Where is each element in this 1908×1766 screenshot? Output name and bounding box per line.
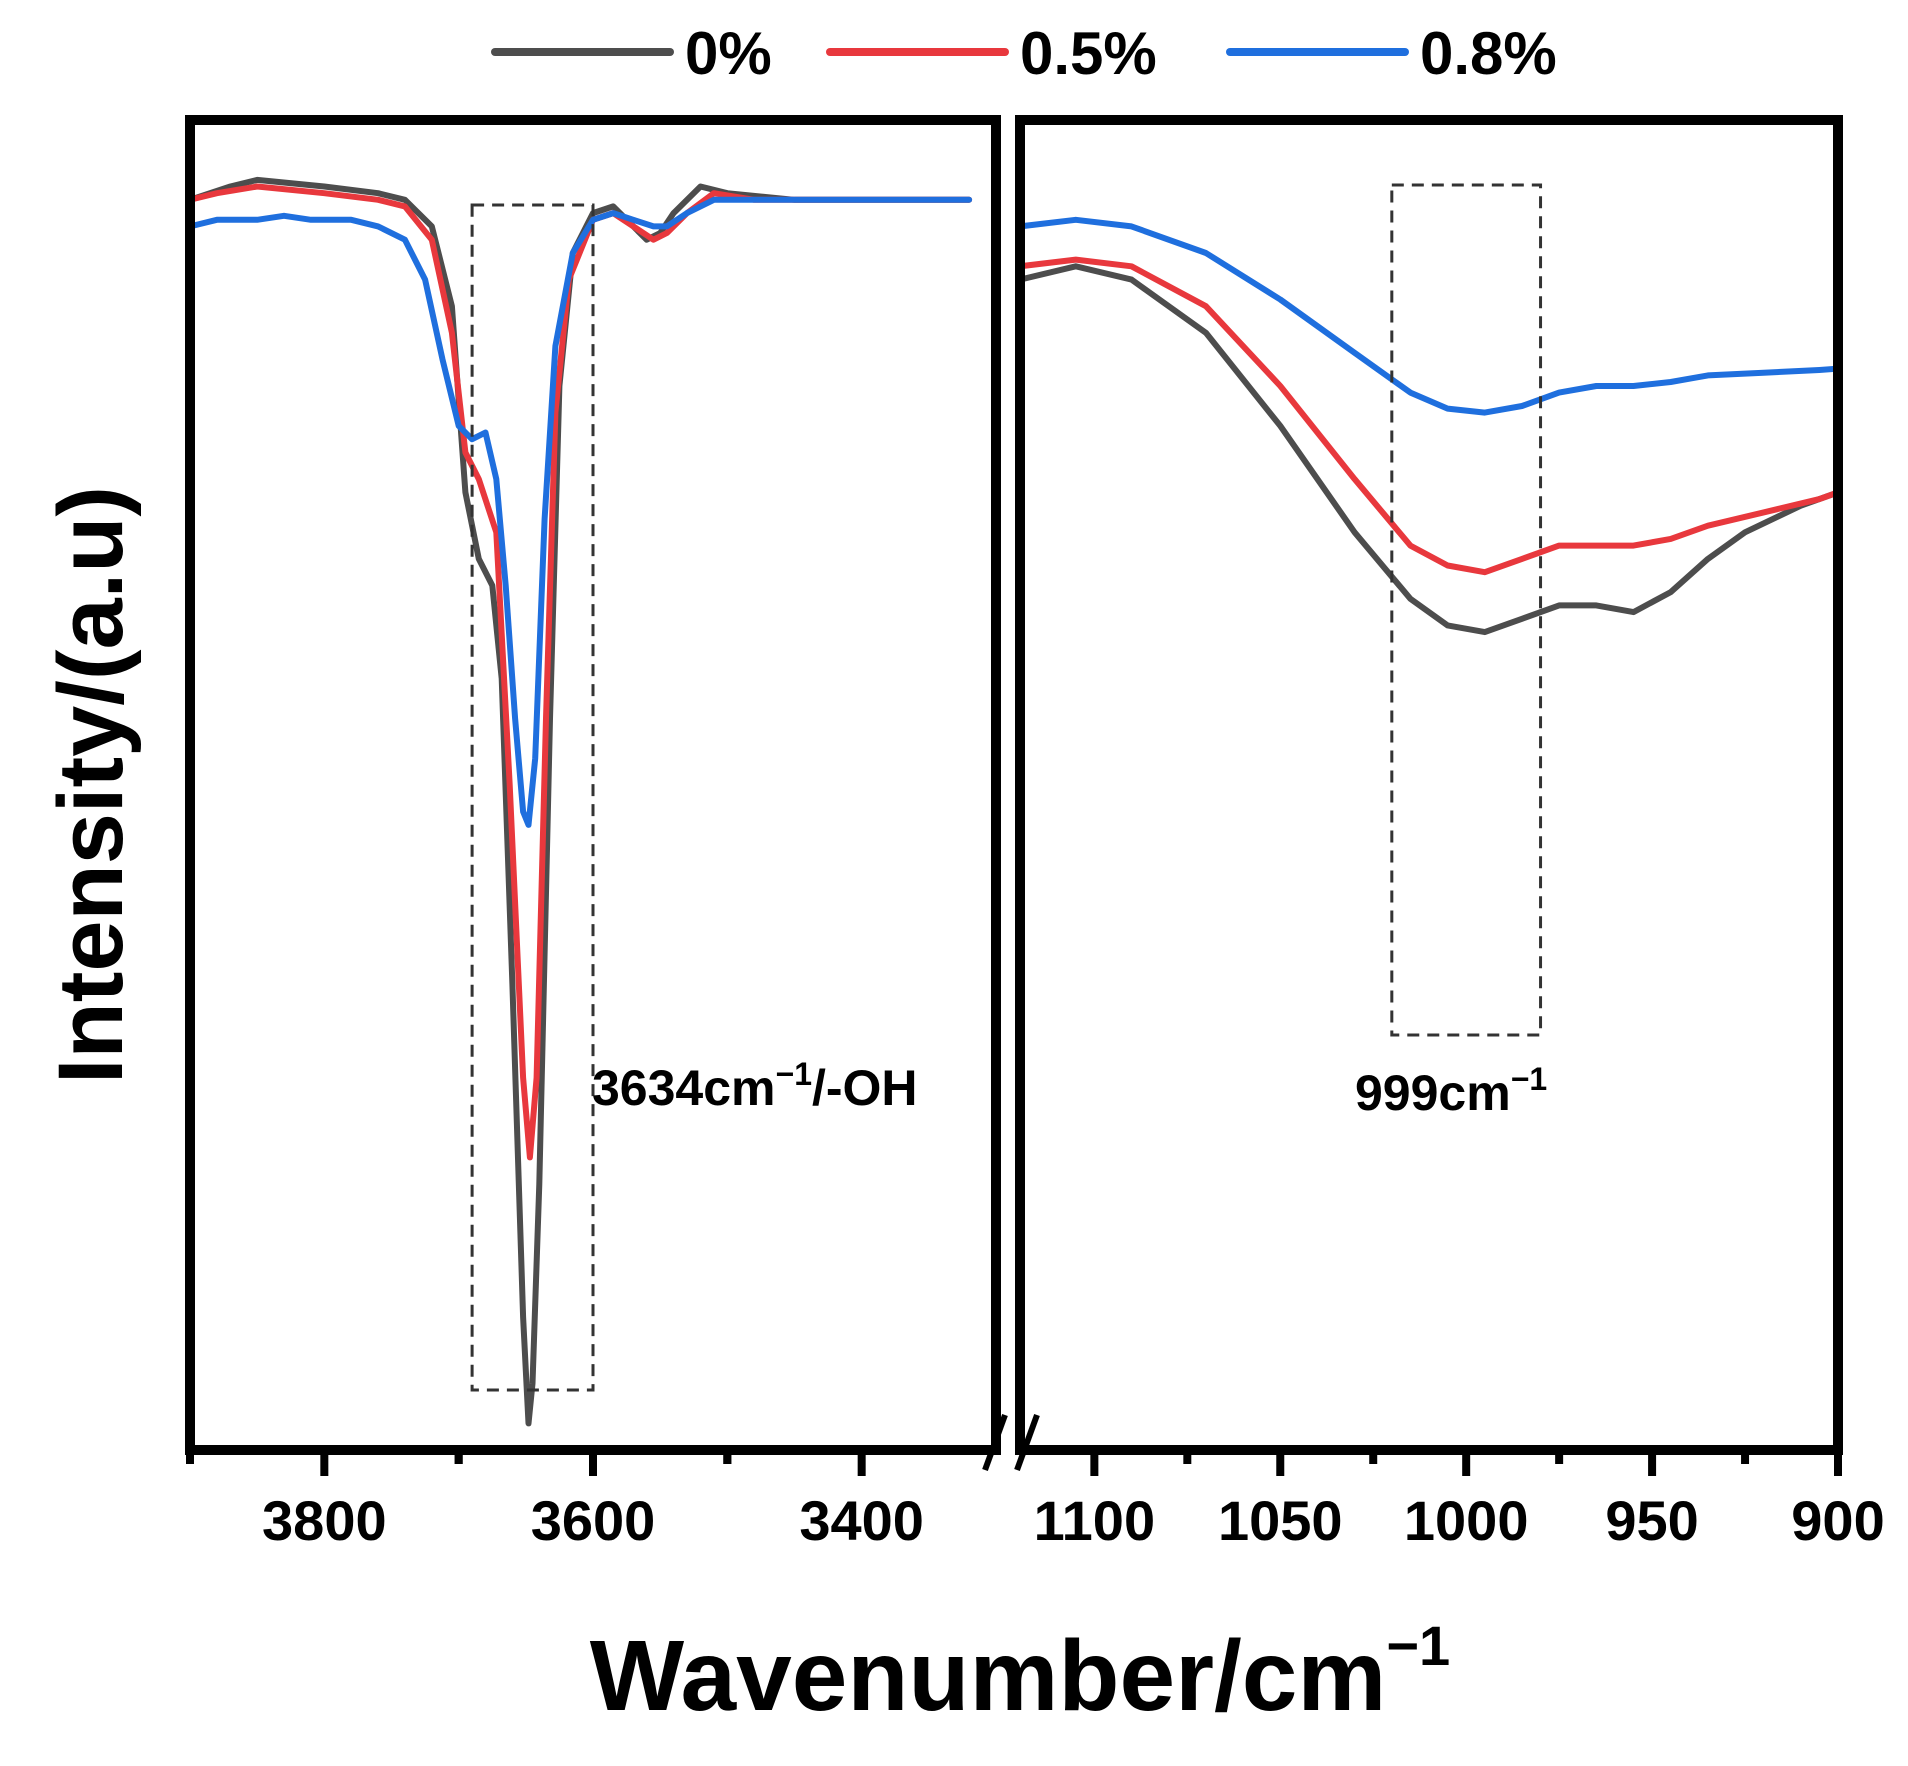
x-axis-title-main: Wavenumber/cm xyxy=(590,1620,1387,1732)
legend: 0% 0.5% 0.8% xyxy=(491,20,1557,87)
x-tick-label: 1100 xyxy=(1034,1489,1156,1552)
legend-label-0p5pct: 0.5% xyxy=(1020,20,1157,87)
axis-break-mark xyxy=(982,1413,1040,1472)
legend-label-0p8pct: 0.8% xyxy=(1420,20,1557,87)
oh-peak-label-suffix: /-OH xyxy=(812,1060,918,1116)
series-0p8pct-left-line xyxy=(195,196,973,828)
999-peak-label-sup: −1 xyxy=(1511,1061,1547,1097)
series-0p5pct-left-line xyxy=(195,183,973,1161)
999-peak-box xyxy=(1390,183,1543,1037)
oh-peak-label-main: 3634cm xyxy=(592,1060,776,1116)
y-axis-title: Intensity/(a.u) xyxy=(40,486,142,1084)
x-tick-label: 3800 xyxy=(262,1489,387,1552)
x-axis-title: Wavenumber/cm−1 xyxy=(590,1614,1450,1732)
x-ticks: 3800 3600 3400 1100 1050 1000 950 900 xyxy=(186,1450,1885,1552)
series-0pct-left-line xyxy=(195,176,973,1427)
x-tick-label: 950 xyxy=(1605,1489,1698,1552)
999-peak-label-main: 999cm xyxy=(1355,1065,1511,1121)
legend-label-0pct: 0% xyxy=(685,20,772,87)
x-tick-label: 1000 xyxy=(1404,1489,1529,1552)
series-0pct-right-line xyxy=(1025,263,1833,636)
x-tick-label: 900 xyxy=(1791,1489,1884,1552)
x-tick-label: 3600 xyxy=(531,1489,656,1552)
oh-peak-box xyxy=(470,203,595,1392)
oh-peak-label-sup: −1 xyxy=(776,1056,812,1092)
right-series-group xyxy=(1025,216,1833,636)
series-0p5pct-right-line xyxy=(1025,256,1833,576)
series-0p8pct-right-line xyxy=(1025,216,1833,416)
x-axis-title-sup: −1 xyxy=(1386,1614,1450,1677)
999-peak-label: 999cm−1 xyxy=(1355,1061,1547,1121)
right-plot-frame xyxy=(1015,115,1843,1455)
x-tick-label: 1050 xyxy=(1218,1489,1343,1552)
x-tick-label: 3400 xyxy=(799,1489,924,1552)
left-series-group xyxy=(195,176,973,1427)
oh-peak-label: 3634cm−1/-OH xyxy=(592,1056,918,1116)
